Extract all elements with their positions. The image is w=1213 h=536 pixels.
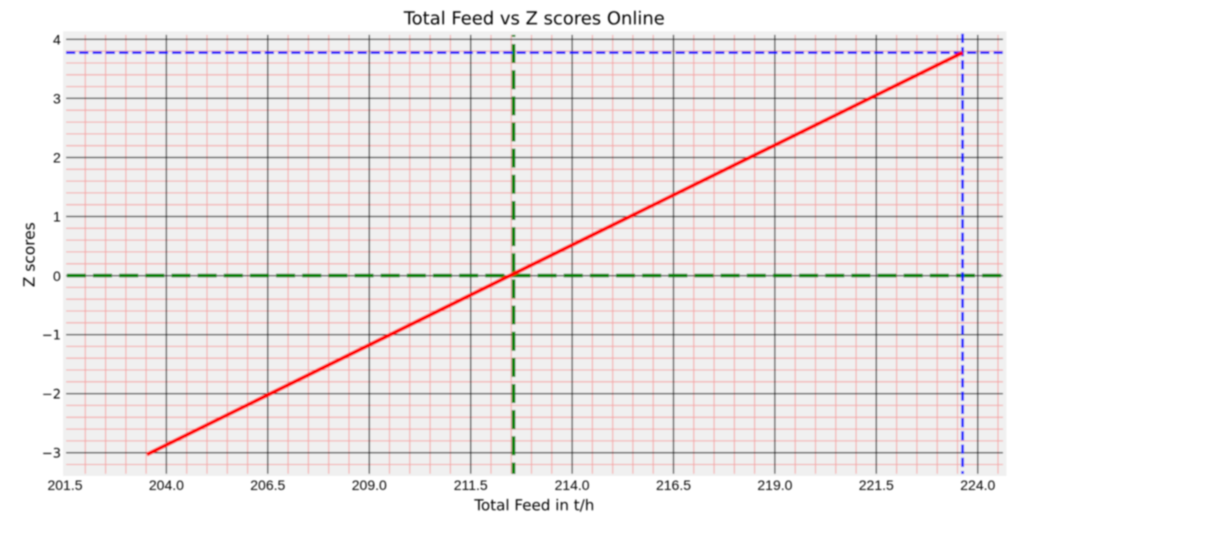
svg-text:219.0: 219.0	[757, 477, 792, 493]
svg-text:211.5: 211.5	[454, 477, 488, 493]
svg-text:1: 1	[53, 209, 61, 225]
svg-text:214.0: 214.0	[555, 477, 590, 493]
svg-text:4: 4	[53, 32, 61, 48]
svg-text:216.5: 216.5	[656, 477, 691, 493]
svg-text:204.0: 204.0	[149, 477, 184, 493]
svg-text:3: 3	[53, 91, 61, 107]
svg-text:201.5: 201.5	[47, 477, 82, 493]
svg-text:221.5: 221.5	[859, 477, 894, 493]
svg-text:2: 2	[53, 150, 61, 166]
svg-text:0: 0	[53, 268, 61, 284]
svg-text:206.5: 206.5	[250, 477, 285, 493]
svg-text:209.0: 209.0	[352, 477, 387, 493]
svg-text:224.0: 224.0	[960, 477, 995, 493]
